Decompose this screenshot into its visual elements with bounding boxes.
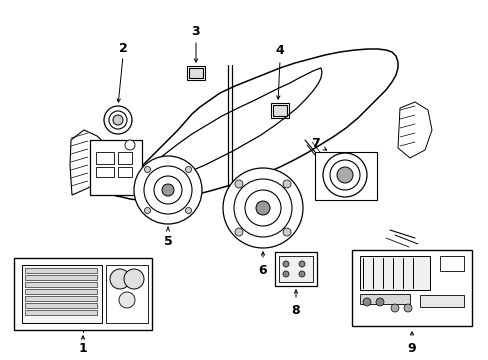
Circle shape (185, 207, 191, 213)
Bar (359, 294, 409, 304)
Circle shape (283, 180, 290, 188)
Circle shape (256, 201, 269, 215)
Circle shape (283, 271, 288, 277)
Bar (314, 152, 376, 200)
Bar (22, 265, 102, 323)
Text: 8: 8 (291, 303, 300, 316)
Bar (25, 303, 97, 308)
Text: 6: 6 (258, 265, 267, 278)
Bar (270, 103, 288, 118)
Bar (90, 140, 142, 195)
Circle shape (162, 184, 174, 196)
Bar (279, 256, 312, 282)
Circle shape (143, 166, 192, 214)
Bar (96, 152, 114, 164)
Text: 9: 9 (407, 342, 415, 355)
Polygon shape (70, 130, 112, 195)
Text: 7: 7 (311, 136, 320, 149)
Circle shape (144, 166, 150, 172)
Polygon shape (397, 102, 431, 158)
Bar (272, 105, 286, 116)
Text: 1: 1 (79, 342, 87, 355)
Text: 2: 2 (119, 41, 127, 54)
Bar (96, 167, 114, 177)
Circle shape (113, 115, 123, 125)
Circle shape (323, 153, 366, 197)
Circle shape (298, 271, 305, 277)
Circle shape (104, 106, 132, 134)
Bar (189, 68, 203, 78)
Circle shape (283, 261, 288, 267)
Text: 4: 4 (275, 44, 284, 57)
Text: 5: 5 (163, 234, 172, 248)
Circle shape (125, 140, 135, 150)
Circle shape (124, 269, 143, 289)
Bar (106, 265, 148, 323)
Bar (25, 289, 97, 294)
Bar (118, 167, 132, 177)
Circle shape (234, 179, 291, 237)
Circle shape (244, 190, 281, 226)
Circle shape (144, 207, 150, 213)
Circle shape (375, 298, 383, 306)
Circle shape (110, 269, 130, 289)
Circle shape (134, 156, 202, 224)
Bar (118, 152, 132, 164)
Bar (439, 256, 463, 271)
Text: 3: 3 (191, 24, 200, 37)
Circle shape (234, 228, 243, 236)
Bar (274, 252, 316, 286)
Circle shape (403, 304, 411, 312)
Bar (419, 295, 463, 307)
Circle shape (109, 111, 127, 129)
Bar (25, 296, 97, 301)
Bar (25, 310, 97, 315)
Circle shape (185, 166, 191, 172)
Bar (25, 268, 97, 273)
Bar (359, 256, 429, 290)
Circle shape (362, 298, 370, 306)
Bar (186, 66, 204, 80)
Bar (351, 250, 471, 326)
Circle shape (234, 180, 243, 188)
Circle shape (336, 167, 352, 183)
Circle shape (329, 160, 359, 190)
Bar (14, 258, 152, 330)
Circle shape (154, 176, 182, 204)
Bar (25, 282, 97, 287)
Circle shape (283, 228, 290, 236)
Circle shape (298, 261, 305, 267)
Bar (25, 275, 97, 280)
Circle shape (223, 168, 303, 248)
Circle shape (119, 292, 135, 308)
Circle shape (390, 304, 398, 312)
